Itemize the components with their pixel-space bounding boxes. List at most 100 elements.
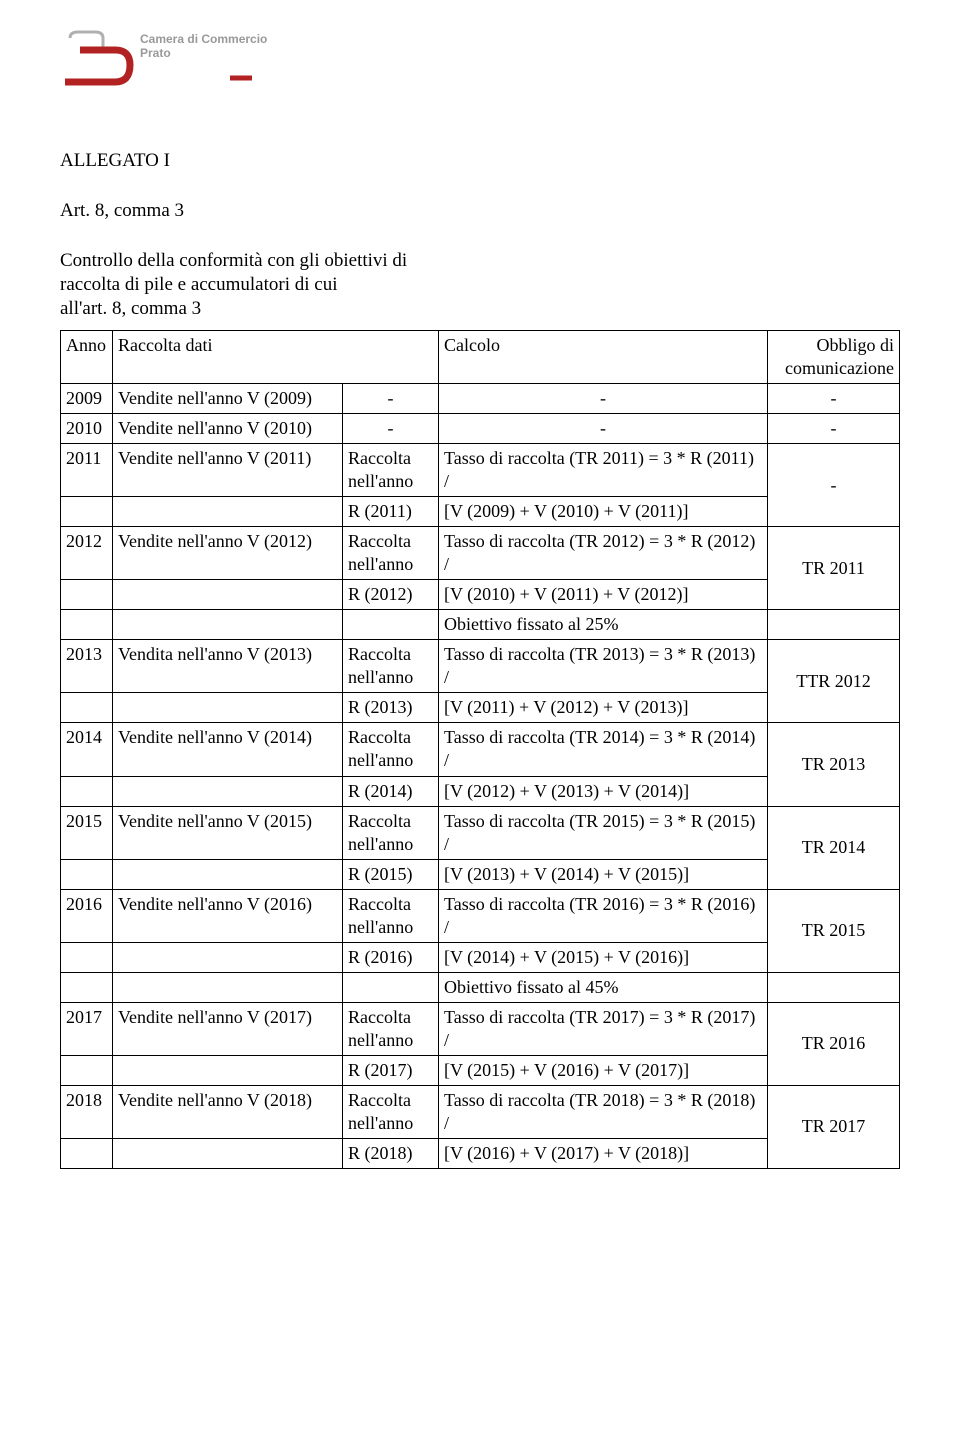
cell-anno: 2011 [61, 444, 113, 497]
cell-anno: 2017 [61, 1002, 113, 1055]
cell-r: R (2015) [343, 859, 439, 889]
cell-empty [61, 972, 113, 1002]
col-dati: Raccolta dati [113, 331, 439, 384]
cell-empty [113, 1138, 343, 1168]
cell-dati: Vendite nell'anno V (2009) [113, 384, 343, 414]
cell-obb: - [768, 384, 900, 414]
cell-empty [113, 859, 343, 889]
table-header-row: Anno Raccolta dati Calcolo Obbligo di co… [61, 331, 900, 384]
cell-anno: 2016 [61, 889, 113, 942]
cell-anno: 2012 [61, 527, 113, 580]
cell-dati: Vendita nell'anno V (2013) [113, 640, 343, 693]
table-row: 2011 Vendite nell'anno V (2011) Raccolta… [61, 444, 900, 497]
cell-r: R (2016) [343, 942, 439, 972]
cell-r: R (2012) [343, 580, 439, 610]
cell-calc: - [439, 384, 768, 414]
col-anno: Anno [61, 331, 113, 384]
cell-empty [113, 776, 343, 806]
svg-text:Prato: Prato [140, 46, 171, 60]
cell-calc: Tasso di raccolta (TR 2017) = 3 * R (201… [439, 1002, 768, 1055]
svg-text:Camera di Commercio: Camera di Commercio [140, 32, 267, 46]
table-row: Obiettivo fissato al 25% [61, 610, 900, 640]
cell-r: R (2014) [343, 776, 439, 806]
cell-racc: Raccolta nell'anno [343, 640, 439, 693]
logo-icon: Camera di Commercio Prato [60, 30, 270, 100]
cell-r: R (2013) [343, 693, 439, 723]
cell-empty [113, 610, 343, 640]
cell-empty [61, 693, 113, 723]
cell-empty [61, 942, 113, 972]
cell-obb: TR 2016 [768, 1002, 900, 1085]
table-row: 2015 Vendite nell'anno V (2015) Raccolta… [61, 806, 900, 859]
cell-empty [61, 610, 113, 640]
cell-obb: TR 2011 [768, 527, 900, 610]
cell-anno: 2014 [61, 723, 113, 776]
cell-anno: 2010 [61, 414, 113, 444]
cell-anno: 2013 [61, 640, 113, 693]
cell-dati: Vendite nell'anno V (2015) [113, 806, 343, 859]
intro-line: raccolta di pile e accumulatori di cui [60, 274, 900, 296]
cell-obb: TR 2014 [768, 806, 900, 889]
cell-empty [343, 972, 439, 1002]
cell-empty [113, 972, 343, 1002]
cell-obb: TTR 2012 [768, 640, 900, 723]
article-reference: Art. 8, comma 3 [60, 200, 900, 222]
cell-racc: - [343, 384, 439, 414]
cell-calc: Tasso di raccolta (TR 2014) = 3 * R (201… [439, 723, 768, 776]
cell-dati: Vendite nell'anno V (2018) [113, 1085, 343, 1138]
cell-objective: Obiettivo fissato al 25% [439, 610, 768, 640]
cell-dati: Vendite nell'anno V (2016) [113, 889, 343, 942]
cell-calc: [V (2009) + V (2010) + V (2011)] [439, 497, 768, 527]
cell-racc: Raccolta nell'anno [343, 723, 439, 776]
cell-obb: TR 2013 [768, 723, 900, 806]
table-row: 2014 Vendite nell'anno V (2014) Raccolta… [61, 723, 900, 776]
cell-empty [113, 497, 343, 527]
intro-line: Controllo della conformità con gli obiet… [60, 250, 900, 272]
cell-empty [768, 972, 900, 1002]
cell-empty [61, 580, 113, 610]
cell-objective: Obiettivo fissato al 45% [439, 972, 768, 1002]
cell-empty [61, 776, 113, 806]
data-table: Anno Raccolta dati Calcolo Obbligo di co… [60, 330, 900, 1169]
cell-calc: [V (2012) + V (2013) + V (2014)] [439, 776, 768, 806]
cell-r: R (2018) [343, 1138, 439, 1168]
cell-obb: - [768, 414, 900, 444]
col-obbligo-l1: Obbligo di [816, 335, 894, 355]
cell-empty [113, 580, 343, 610]
cell-empty [61, 1055, 113, 1085]
intro-line: all'art. 8, comma 3 [60, 298, 900, 320]
cell-dati: Vendite nell'anno V (2010) [113, 414, 343, 444]
col-obbligo-l2: comunicazione [785, 358, 894, 378]
table-row: 2017 Vendite nell'anno V (2017) Raccolta… [61, 1002, 900, 1055]
cell-racc: Raccolta nell'anno [343, 1002, 439, 1055]
cell-dati: Vendite nell'anno V (2011) [113, 444, 343, 497]
cell-calc: Tasso di raccolta (TR 2015) = 3 * R (201… [439, 806, 768, 859]
cell-racc: - [343, 414, 439, 444]
cell-anno: 2015 [61, 806, 113, 859]
cell-calc: - [439, 414, 768, 444]
cell-racc: Raccolta nell'anno [343, 1085, 439, 1138]
cell-calc: Tasso di raccolta (TR 2018) = 3 * R (201… [439, 1085, 768, 1138]
cell-empty [113, 942, 343, 972]
cell-obb: TR 2015 [768, 889, 900, 972]
cell-empty [61, 1138, 113, 1168]
cell-empty [113, 1055, 343, 1085]
doc-title: ALLEGATO I [60, 150, 900, 172]
cell-empty [61, 497, 113, 527]
cell-calc: Tasso di raccolta (TR 2016) = 3 * R (201… [439, 889, 768, 942]
cell-r: R (2011) [343, 497, 439, 527]
cell-empty [113, 693, 343, 723]
col-calcolo: Calcolo [439, 331, 768, 384]
cell-anno: 2009 [61, 384, 113, 414]
cell-calc: Tasso di raccolta (TR 2012) = 3 * R (201… [439, 527, 768, 580]
cell-dati: Vendite nell'anno V (2014) [113, 723, 343, 776]
table-row: Obiettivo fissato al 45% [61, 972, 900, 1002]
cell-dati: Vendite nell'anno V (2012) [113, 527, 343, 580]
table-row: 2010 Vendite nell'anno V (2010) - - - [61, 414, 900, 444]
table-row: 2012 Vendite nell'anno V (2012) Raccolta… [61, 527, 900, 580]
cell-calc: [V (2013) + V (2014) + V (2015)] [439, 859, 768, 889]
col-obbligo: Obbligo di comunicazione [768, 331, 900, 384]
table-row: 2009 Vendite nell'anno V (2009) - - - [61, 384, 900, 414]
cell-obb: - [768, 444, 900, 527]
cell-calc: [V (2015) + V (2016) + V (2017)] [439, 1055, 768, 1085]
